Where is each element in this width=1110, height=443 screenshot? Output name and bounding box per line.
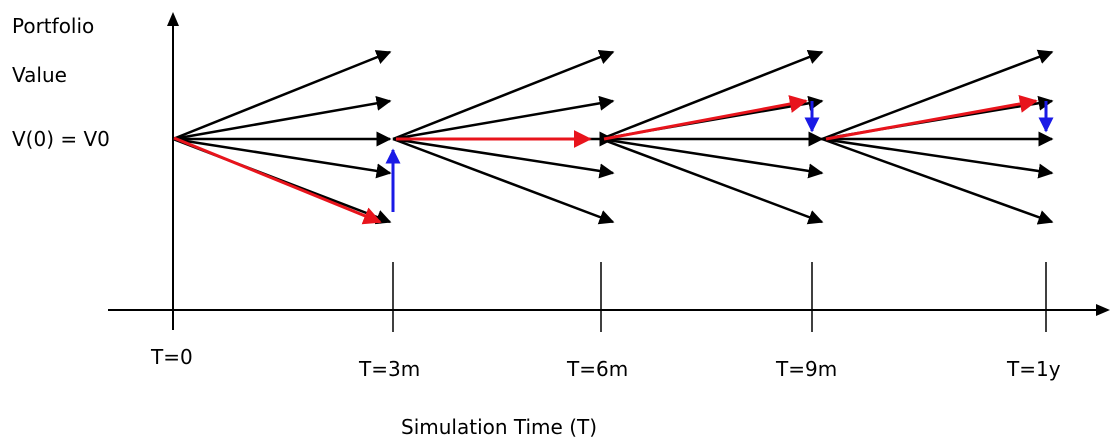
scenario-fan-3 — [600, 49, 824, 225]
scenario-fan-1 — [172, 50, 392, 225]
path-arrow-4 — [825, 95, 1038, 141]
scenario-fan-4 — [821, 49, 1054, 225]
scenario-arrow — [821, 137, 1054, 179]
tick-label-t9m: T=9m — [775, 357, 837, 381]
scenario-fan-2 — [392, 49, 615, 225]
scenario-arrow — [172, 50, 392, 141]
scenario-arrow — [172, 95, 392, 141]
y-axis-arrowhead — [167, 12, 179, 26]
scenario-arrow — [821, 49, 1054, 141]
tick-label-t6m: T=6m — [566, 357, 628, 381]
rebalance-arrows — [385, 101, 1054, 212]
x-axis-title: Simulation Time (T) — [401, 415, 597, 439]
scenario-arrow — [172, 137, 392, 179]
selected-path — [173, 95, 1038, 225]
tick-label-t3m: T=3m — [358, 357, 420, 381]
path-arrow-1 — [173, 136, 382, 225]
path-arrow-3 — [603, 95, 808, 141]
tick-label-t1y: T=1y — [1006, 357, 1061, 381]
scenario-arrow — [821, 137, 1054, 225]
scenario-arrow — [392, 49, 615, 141]
tick-label-t0: T=0 — [150, 345, 193, 369]
scenario-arrow — [600, 49, 824, 141]
x-axis-arrowhead — [1096, 304, 1110, 316]
v0-label: V(0) = V0 — [12, 127, 110, 151]
scenario-arrow — [392, 137, 615, 225]
scenario-arrow — [600, 137, 824, 225]
y-axis-label-value: Value — [12, 63, 67, 87]
scenario-arrow — [392, 137, 615, 179]
y-axis-label-portfolio: Portfolio — [12, 14, 94, 38]
scenario-arrow — [600, 137, 824, 179]
scenario-arrow — [392, 95, 615, 141]
x-axis-ticks — [172, 262, 1047, 332]
